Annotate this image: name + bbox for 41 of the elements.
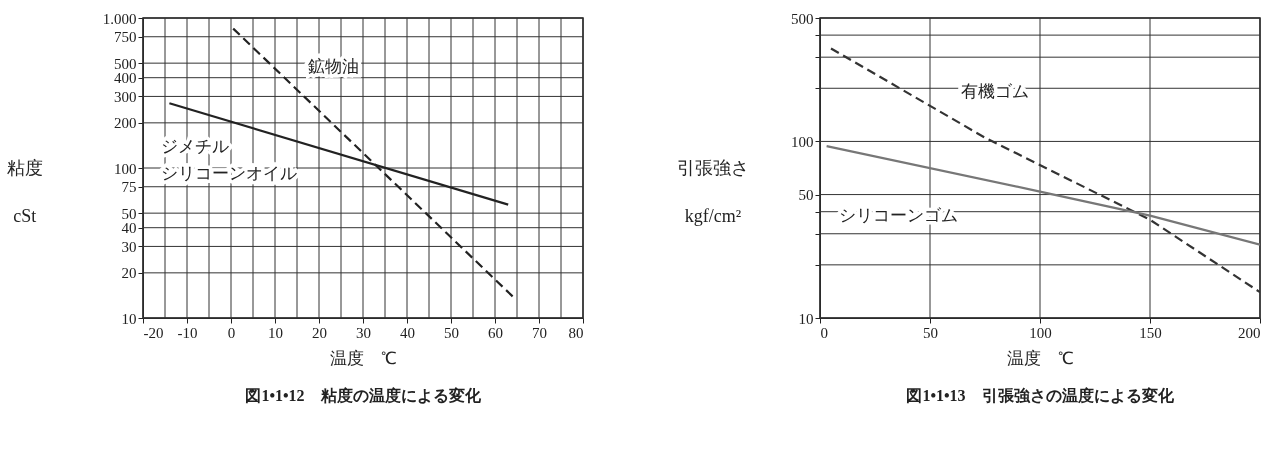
y-tick-label: 200 <box>114 115 137 132</box>
y-tick-label: 50 <box>121 205 137 222</box>
text: 図1•1•12 粘度の温度による変化 <box>245 386 482 404</box>
x-tick-label: 200 <box>1238 324 1261 341</box>
x-tick-label: 50 <box>923 324 938 341</box>
x-tick-label: 50 <box>444 324 459 341</box>
x-tick-label: 20 <box>312 324 327 341</box>
y-tick-label: 400 <box>114 70 137 87</box>
x-tick-label: 100 <box>1029 324 1052 341</box>
y-tick-label: 500 <box>114 55 137 72</box>
y-tick-label: 300 <box>114 88 137 105</box>
y-tick-label: 750 <box>114 29 137 46</box>
y-tick-label: 500 <box>791 10 814 27</box>
y-tick-label: 10 <box>798 310 814 327</box>
x-tick-label: 60 <box>488 324 503 341</box>
x-tick-label: 30 <box>356 324 371 341</box>
y-tick-label: 20 <box>121 265 137 282</box>
x-tick-label: 70 <box>532 324 547 341</box>
y-tick-label: 100 <box>791 133 814 150</box>
x-axis-title: 温度 ℃ <box>330 348 397 368</box>
text: 図1•1•13 引張強さの温度による変化 <box>906 386 1175 404</box>
y-tick-label: 50 <box>798 187 814 204</box>
x-tick-label: 150 <box>1139 324 1162 341</box>
x-tick-label: 0 <box>227 324 236 341</box>
y-tick-label: 30 <box>121 238 137 255</box>
x-tick-label: 10 <box>268 324 283 341</box>
y-tick-label: 10 <box>121 310 137 327</box>
y-tick-label: 40 <box>121 220 137 237</box>
text: 粘度 cSt <box>6 157 43 226</box>
y-tick-label: 1.000 <box>102 10 137 27</box>
x-tick-label: -10 <box>177 324 198 341</box>
y-tick-label: 100 <box>114 160 137 177</box>
x-tick-label: -20 <box>143 324 164 341</box>
series-label: ジメチルシリコーンオイル <box>161 137 298 184</box>
x-tick-label: 40 <box>400 324 415 341</box>
x-axis-title: 温度 ℃ <box>1007 348 1074 368</box>
x-tick-label: 0 <box>820 324 828 341</box>
text: 引張強さ kgf/cm² <box>677 157 749 226</box>
line-series <box>825 145 1260 246</box>
y-tick-label: 75 <box>121 179 137 196</box>
x-tick-label: 80 <box>568 324 584 341</box>
